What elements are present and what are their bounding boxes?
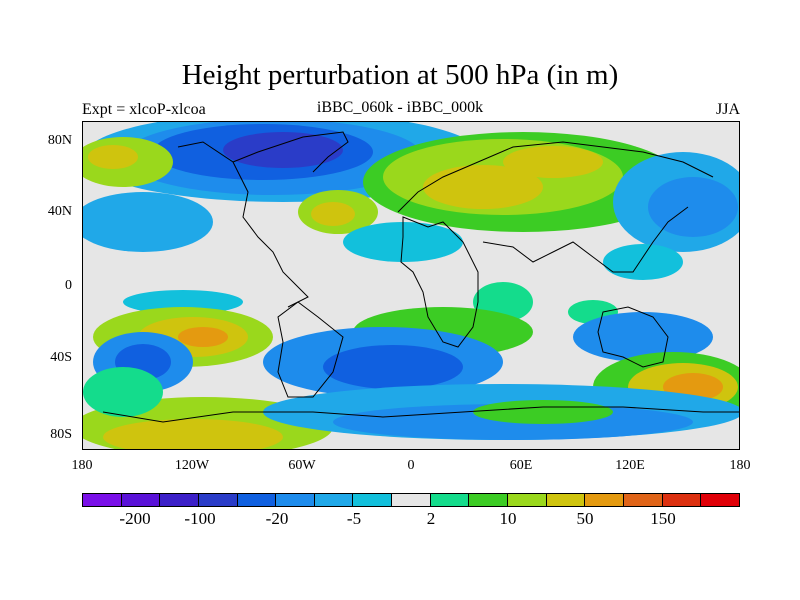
colorbar-label: 10 (499, 509, 517, 528)
lat-tick-40s: 40S (50, 350, 72, 365)
colorbar-box (276, 494, 315, 506)
lon-tick-60w: 60W (288, 458, 316, 473)
colorbar-label: 2 (426, 509, 436, 528)
colorbar-label: 50 (576, 509, 594, 528)
colorbar-label: -20 (265, 509, 289, 528)
lon-tick-180-left: 180 (71, 458, 93, 473)
colorbar (82, 493, 740, 507)
lon-tick-0: 0 (407, 458, 415, 473)
colorbar-box (585, 494, 624, 506)
colorbar-box (392, 494, 431, 506)
colorbar-box (353, 494, 393, 506)
colorbar-label: -100 (184, 509, 216, 528)
colorbar-box (701, 494, 739, 506)
colorbar-box (662, 494, 702, 506)
colorbar-box (160, 494, 199, 506)
colorbar-label: -5 (346, 509, 362, 528)
colorbar-box (198, 494, 238, 506)
colorbar-box (83, 494, 122, 506)
season-label: JJA (715, 101, 740, 118)
height-perturbation-map (83, 122, 739, 449)
colorbar-box (430, 494, 470, 506)
experiment-label: Expt = xlcoP-xlcoa (82, 101, 206, 118)
field-southern-hemisphere (83, 307, 739, 449)
colorbar-box (314, 494, 354, 506)
lat-tick-40n: 40N (47, 204, 72, 219)
map-title: Height perturbation at 500 hPa (in m) (181, 59, 619, 91)
coastlines (102, 131, 739, 423)
colorbar-box (623, 494, 663, 506)
colorbar-label: 150 (650, 509, 676, 528)
lon-tick-180-right: 180 (729, 458, 751, 473)
colorbar-box (237, 494, 277, 506)
field-tropics (123, 282, 618, 324)
colorbar-box (469, 494, 509, 506)
lon-tick-120w: 120W (174, 458, 210, 473)
lon-tick-120e: 120E (615, 458, 645, 473)
map-panel (82, 121, 740, 450)
colorbar-box (508, 494, 547, 506)
lat-tick-80n: 80N (47, 133, 72, 148)
field-eurasia-high (83, 132, 683, 234)
colorbar-box (121, 494, 161, 506)
colorbar-label: -200 (119, 509, 151, 528)
lon-tick-60e: 60E (509, 458, 533, 473)
lat-tick-0: 0 (65, 278, 72, 293)
comparison-label: iBBC_060k - iBBC_000k (316, 99, 484, 116)
field-pacific-low (83, 152, 739, 280)
colorbar-box (546, 494, 586, 506)
lat-tick-80s: 80S (50, 427, 72, 442)
